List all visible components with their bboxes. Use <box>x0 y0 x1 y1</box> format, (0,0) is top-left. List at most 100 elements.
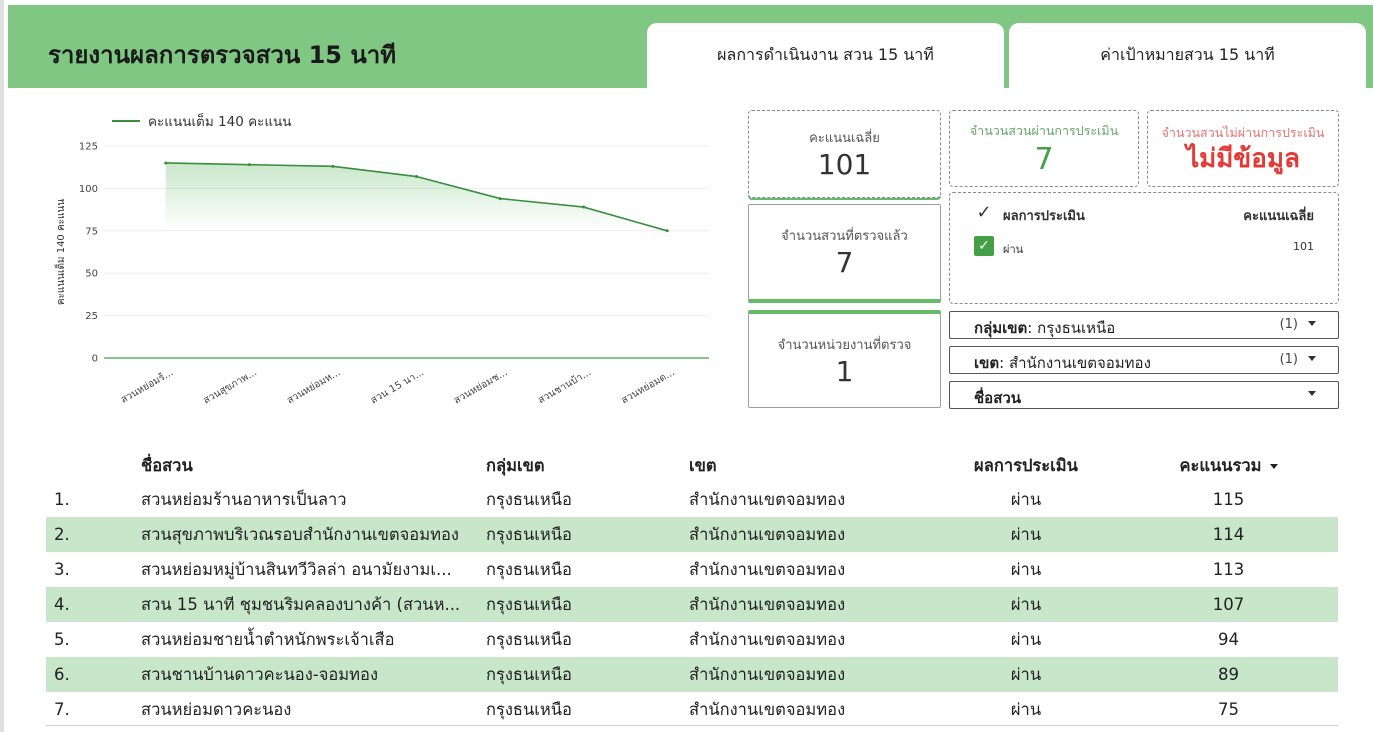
row-index: 5. <box>54 630 70 649</box>
table-divider <box>46 725 1338 726</box>
y-tick-label: 75 <box>85 226 98 237</box>
x-tick-label: สวนหย่อมช... <box>452 367 509 406</box>
table-header-row: ชื่อสวน กลุ่มเขต เขต ผลการประเมิน คะแนนร… <box>46 450 1338 482</box>
row-total-score: 113 <box>1212 560 1245 579</box>
scorecard-average-label: คะแนนเฉลี่ย <box>809 131 880 147</box>
filter-district-group[interactable]: กลุ่มเขต: กรุงธนเหนือ (1) <box>949 311 1339 339</box>
row-district: สำนักงานเขตจอมทอง <box>689 559 846 579</box>
scorecard-units-checked[interactable]: จำนวนหน่วยงานที่ตรวจ 1 <box>748 310 941 408</box>
row-park-name: สวนหย่อมชายน้ำตำหนักพระเจ้าเสือ <box>141 629 395 649</box>
table-row[interactable]: 7. สวนหย่อมดาวคะนอง กรุงธนเหนือ สำนักงานเขต… <box>46 692 1338 727</box>
header-district-group[interactable]: กลุ่มเขต <box>486 456 545 475</box>
y-tick-label: 50 <box>85 269 98 280</box>
avg-value: 101 <box>1293 240 1314 253</box>
x-tick-label: สวนหย่อมห... <box>285 367 342 406</box>
row-total-score: 94 <box>1218 630 1239 649</box>
page-title: รายงานผลการตรวจสวน 15 นาที <box>48 41 397 69</box>
row-park-name: สวนชานบ้านดาวคะนอง-จอมทอง <box>141 664 379 684</box>
row-park-name: สวนสุขภาพบริเวณรอบสำนักงานเขตจอมทอง <box>141 524 459 544</box>
parks-table: ชื่อสวน กลุ่มเขต เขต ผลการประเมิน คะแนนร… <box>46 450 1338 727</box>
row-result: ผ่าน <box>1010 524 1042 544</box>
header-total-score-label: คะแนนรวม <box>1179 456 1262 475</box>
row-district-group: กรุงธนเหนือ <box>486 664 572 684</box>
row-total-score: 107 <box>1212 595 1245 614</box>
filter-district[interactable]: เขต: สำนักงานเขตจอมทอง (1) <box>949 346 1339 374</box>
score-chart: 0 25 50 75 100 125 คะแนนเต็ม 140 คะแนน คะแนนเต็… <box>44 105 724 435</box>
data-point <box>247 163 251 167</box>
row-district-group: กรุงธนเหนือ <box>486 594 572 614</box>
row-index: 2. <box>54 525 70 544</box>
row-index: 7. <box>54 700 70 719</box>
legend-label: คะแนนเต็ม 140 คะแนน <box>148 112 292 130</box>
row-district-group: กรุงธนเหนือ <box>486 489 572 509</box>
result-value: ผ่าน <box>1003 243 1024 256</box>
row-district: สำนักงานเขตจอมทอง <box>689 699 846 719</box>
data-point <box>415 175 418 179</box>
select-all-check-icon[interactable]: ✓ <box>976 201 992 223</box>
header-result[interactable]: ผลการประเมิน <box>974 456 1078 475</box>
row-district: สำนักงานเขตจอมทอง <box>689 629 846 649</box>
header-total-score[interactable]: คะแนนรวม <box>1156 450 1301 482</box>
y-tick-label: 100 <box>79 184 98 195</box>
scorecard-failed-value: ไม่มีข้อมูล <box>1186 144 1300 175</box>
header-park-name[interactable]: ชื่อสวน <box>141 456 193 475</box>
row-result: ผ่าน <box>1010 699 1042 719</box>
filter-district-group-value: : กรุงธนเหนือ <box>1027 319 1116 337</box>
chevron-down-icon <box>1308 321 1316 326</box>
scorecard-average-value: 101 <box>817 148 872 182</box>
row-district: สำนักงานเขตจอมทอง <box>689 489 846 509</box>
scorecard-parks-checked[interactable]: จำนวนสวนที่ตรวจแล้ว 7 <box>748 204 941 303</box>
row-total-score: 89 <box>1218 665 1239 684</box>
data-point <box>164 161 168 165</box>
table-row[interactable]: 5. สวนหย่อมชายน้ำตำหนักพระเจ้าเสือ กรุงธนเ… <box>46 622 1338 657</box>
scorecard-average[interactable]: คะแนนเฉลี่ย 101 <box>748 110 941 198</box>
data-point <box>331 164 335 168</box>
result-summary-row[interactable]: ✓ ผ่าน 101 <box>950 236 1338 258</box>
report-header: รายงานผลการตรวจสวน 15 นาที ผลการดำเนินงา… <box>8 5 1373 88</box>
table-row[interactable]: 4. สวน 15 นาที ชุมชนริมคลองบางค้า (สวนห..… <box>46 587 1338 622</box>
filter-district-value: : สำนักงานเขตจอมทอง <box>999 354 1151 372</box>
x-tick-label: สวน 15 นา... <box>369 367 426 406</box>
scorecard-passed[interactable]: จำนวนสวนผ่านการประเมิน 7 <box>949 110 1139 187</box>
row-result: ผ่าน <box>1010 629 1042 649</box>
row-park-name: สวน 15 นาที ชุมชนริมคลองบางค้า (สวนห... <box>141 594 461 614</box>
tab-targets[interactable]: ค่าเป้าหมายสวน 15 นาที <box>1009 23 1366 88</box>
header-district[interactable]: เขต <box>689 456 717 475</box>
row-index: 6. <box>54 665 70 684</box>
row-district: สำนักงานเขตจอมทอง <box>689 524 846 544</box>
data-point <box>498 197 502 201</box>
series-area <box>165 162 668 231</box>
scorecard-passed-label: จำนวนสวนผ่านการประเมิน <box>969 123 1119 138</box>
row-result: ผ่าน <box>1010 664 1042 684</box>
filter-district-label: เขต: สำนักงานเขตจอมทอง <box>974 351 1151 375</box>
table-row[interactable]: 3. สวนหย่อมหมู่บ้านสินทวีวิลล่า อนามัยงาม… <box>46 552 1338 587</box>
table-row[interactable]: 2. สวนสุขภาพบริเวณรอบสำนักงานเขตจอมทอง กรุ… <box>46 517 1338 552</box>
y-tick-label: 0 <box>92 354 98 365</box>
row-total-score: 115 <box>1212 490 1245 509</box>
row-result: ผ่าน <box>1010 489 1042 509</box>
filter-district-count: (1) <box>1279 352 1298 367</box>
row-index: 3. <box>54 560 70 579</box>
table-row[interactable]: 1. สวนหย่อมร้านอาหารเป็นลาว กรุงธนเหนือ สำน… <box>46 482 1338 517</box>
row-district-group: กรุงธนเหนือ <box>486 524 572 544</box>
table-row[interactable]: 6. สวนชานบ้านดาวคะนอง-จอมทอง กรุงธนเหนือ สำ… <box>46 657 1338 692</box>
tab-performance[interactable]: ผลการดำเนินงาน สวน 15 นาที <box>647 23 1004 88</box>
filter-park-name[interactable]: ชื่อสวน <box>949 381 1339 409</box>
row-district-group: กรุงธนเหนือ <box>486 629 572 649</box>
row-park-name: สวนหย่อมร้านอาหารเป็นลาว <box>141 489 347 509</box>
result-summary-table: ✓ ผลการประเมิน คะแนนเฉลี่ย ✓ ผ่าน 101 <box>949 192 1339 304</box>
row-district: สำนักงานเขตจอมทอง <box>689 664 846 684</box>
data-point <box>582 205 586 209</box>
row-district: สำนักงานเขตจอมทอง <box>689 594 846 614</box>
row-park-name: สวนหย่อมหมู่บ้านสินทวีวิลล่า อนามัยงามเ.… <box>141 559 452 579</box>
scorecard-units-checked-value: 1 <box>835 354 854 388</box>
y-axis-label: คะแนนเต็ม 140 คะแนน <box>53 199 67 305</box>
scorecard-failed[interactable]: จำนวนสวนไม่ผ่านการประเมิน ไม่มีข้อมูล <box>1147 110 1339 187</box>
scorecard-passed-value: 7 <box>1034 142 1054 177</box>
chevron-down-icon <box>1308 391 1316 396</box>
row-index: 4. <box>54 595 70 614</box>
y-tick-label: 25 <box>85 311 98 322</box>
row-checkbox-icon[interactable]: ✓ <box>974 236 994 256</box>
